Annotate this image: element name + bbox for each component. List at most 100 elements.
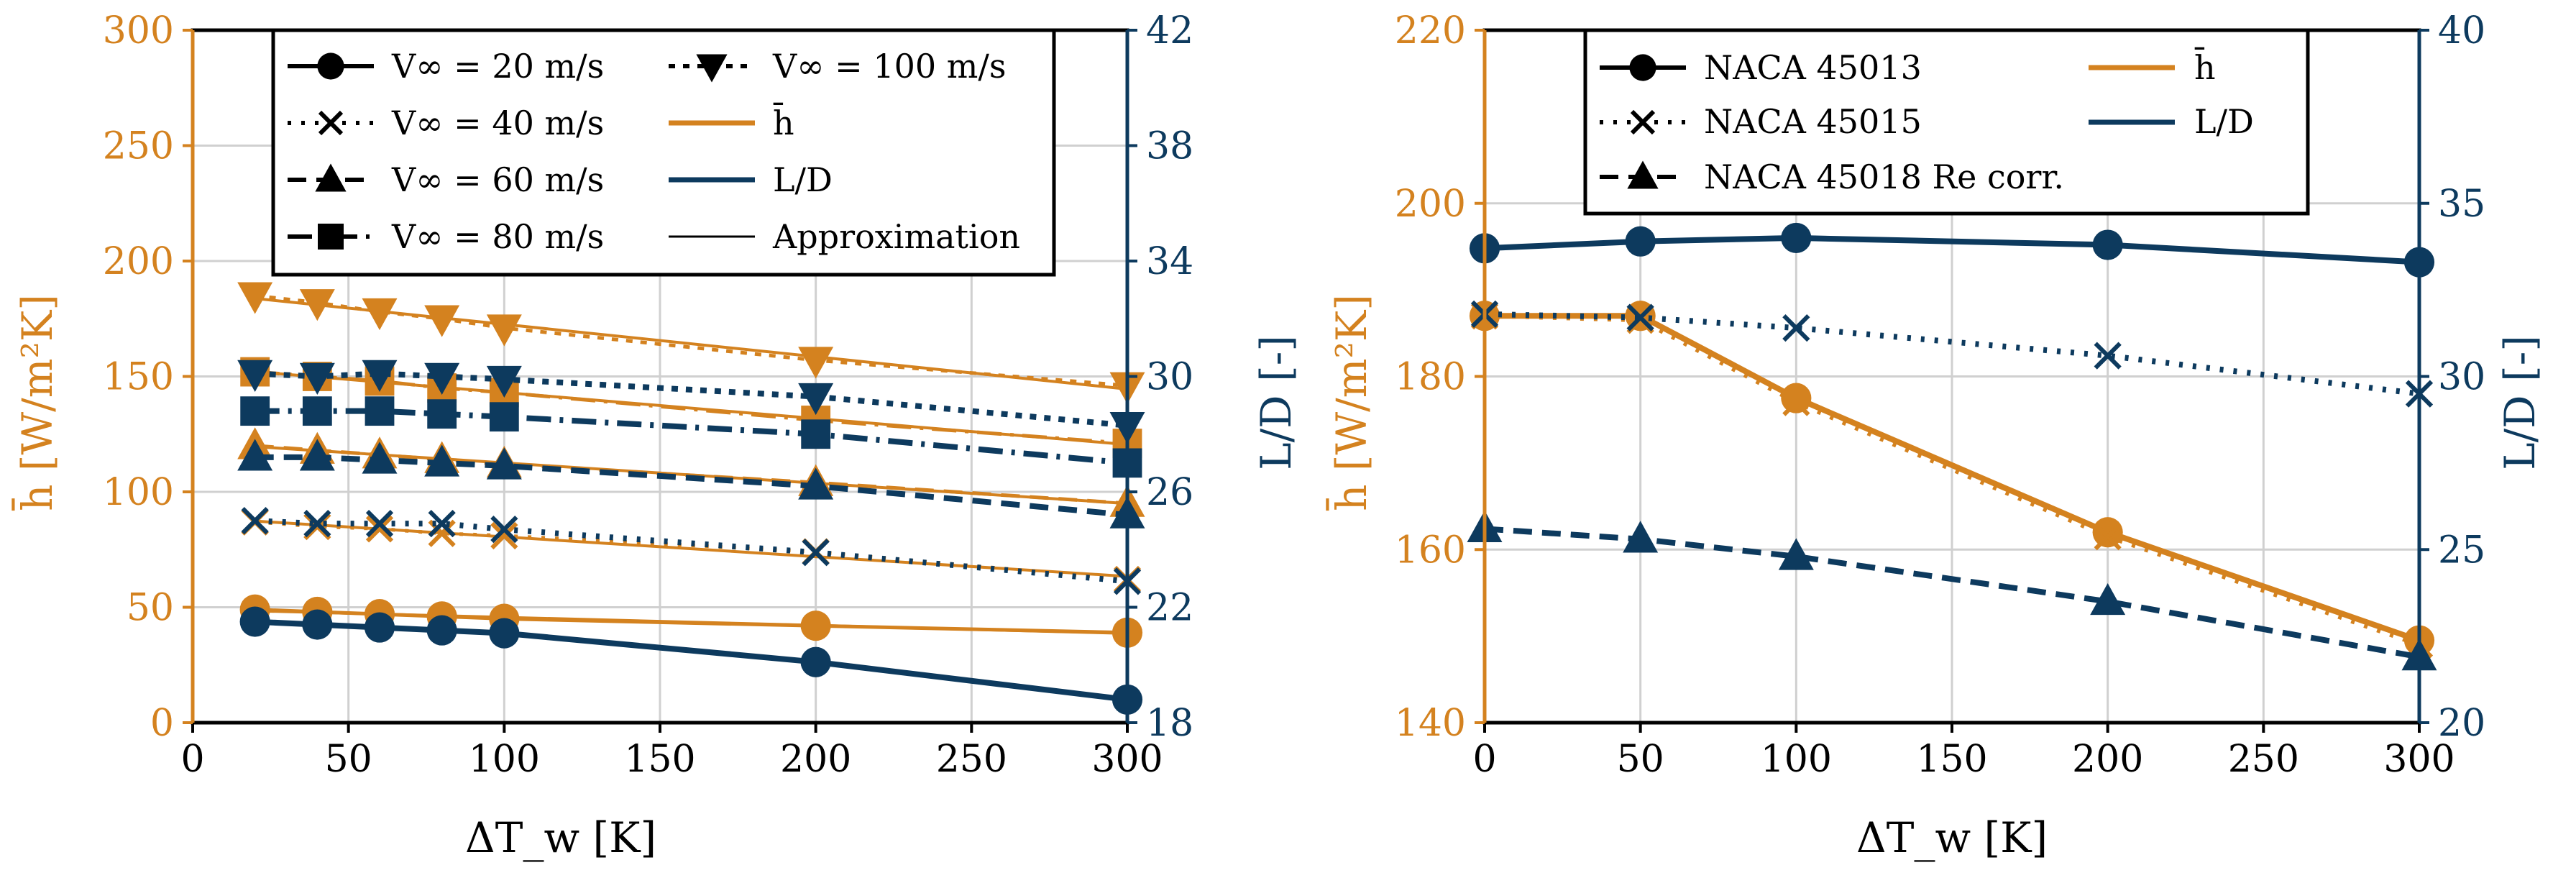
ld-data-point xyxy=(2090,582,2126,616)
y-left-tick-label: 220 xyxy=(1395,9,1466,52)
ld-data-point xyxy=(489,402,519,432)
ld-data-point xyxy=(490,516,518,544)
h-data-point xyxy=(800,611,831,641)
legend-naca45013: NACA 45013 xyxy=(1704,48,1922,87)
ld-data-point xyxy=(428,510,456,538)
x-tick-label: 150 xyxy=(624,738,695,781)
y-right-tick-label: 30 xyxy=(1146,356,1193,399)
ld-data-point xyxy=(798,383,834,416)
h-data-point xyxy=(2092,517,2123,548)
y-right-tick-label: 18 xyxy=(1146,702,1193,745)
ld-data-point xyxy=(302,396,332,426)
y-right-tick-label: 26 xyxy=(1146,471,1193,514)
ld-data-point xyxy=(237,439,273,471)
legend-marker-sample xyxy=(1630,109,1656,135)
left-y-right-axis-label: L/D [-] xyxy=(1252,335,1301,470)
legend-v60: V∞ = 60 m/s xyxy=(391,160,604,199)
ld-data-point xyxy=(364,612,395,643)
right-y-right-axis-label: L/D [-] xyxy=(2495,335,2544,470)
ld-data-point xyxy=(362,442,398,474)
y-right-tick-label: 25 xyxy=(2438,529,2485,572)
right-y-left-axis-label: h̄ [W/m²K] xyxy=(1325,294,1376,511)
ld-data-point xyxy=(486,447,522,480)
ld-data-point xyxy=(302,609,333,640)
ld-data-point xyxy=(486,365,522,398)
y-left-tick-label: 50 xyxy=(127,587,174,630)
h-data-point xyxy=(1781,383,1812,413)
ld-data-point xyxy=(2094,342,2122,370)
x-tick-label: 200 xyxy=(780,738,851,781)
left-legend: V∞ = 20 m/s V∞ = 40 m/s V∞ = 60 m/s V∞ =… xyxy=(271,28,1056,277)
y-right-tick-label: 35 xyxy=(2438,183,2485,226)
legend-v20: V∞ = 20 m/s xyxy=(391,47,604,86)
h-approximation-line xyxy=(255,519,1128,578)
legend-marker-sample xyxy=(1627,160,1659,189)
y-left-tick-label: 150 xyxy=(103,356,174,399)
ld-data-point xyxy=(2092,229,2123,260)
ld-data-point xyxy=(1625,226,1656,257)
ld-data-point xyxy=(424,444,460,477)
left-y-left-axis-label: h̄ [W/m²K] xyxy=(11,294,62,511)
x-tick-label: 250 xyxy=(2228,738,2299,781)
y-left-tick-label: 140 xyxy=(1395,702,1466,745)
legend-approx: Approximation xyxy=(772,217,1020,256)
ld-data-point xyxy=(1782,314,1810,342)
y-left-tick-label: 200 xyxy=(1395,183,1466,226)
h-data-point xyxy=(1782,388,1810,416)
y-right-tick-label: 34 xyxy=(1146,240,1193,283)
ld-data-point xyxy=(303,510,331,538)
ld-data-point xyxy=(1623,521,1659,553)
legend-right-ld: L/D xyxy=(2194,102,2254,141)
x-tick-label: 0 xyxy=(180,738,204,781)
legend-h: h̄ xyxy=(773,101,794,142)
ld-data-point xyxy=(426,615,457,646)
right-legend-box xyxy=(1583,28,2310,216)
legend-marker-sample xyxy=(318,110,344,136)
legend-v100: V∞ = 100 m/s xyxy=(772,47,1006,86)
x-tick-label: 150 xyxy=(1916,738,1987,781)
legend-naca45015: NACA 45015 xyxy=(1704,102,1922,141)
y-left-tick-label: 250 xyxy=(103,125,174,168)
y-right-tick-label: 20 xyxy=(2438,702,2485,745)
y-right-tick-label: 42 xyxy=(1146,9,1193,52)
h-data-point xyxy=(424,305,460,337)
ld-data-point xyxy=(424,362,460,395)
y-right-tick-label: 38 xyxy=(1146,125,1193,168)
legend-naca45018: NACA 45018 Re corr. xyxy=(1704,157,2064,196)
h-data-point xyxy=(365,515,394,543)
legend-right-h: h̄ xyxy=(2194,46,2216,87)
x-tick-label: 300 xyxy=(2383,738,2454,781)
legend-marker-sample xyxy=(317,52,344,80)
h-data-point xyxy=(490,521,518,550)
x-tick-label: 100 xyxy=(1761,738,1832,781)
ld-data-point xyxy=(237,360,273,392)
y-left-tick-label: 0 xyxy=(150,702,174,745)
ld-data-point xyxy=(801,419,831,449)
right-x-axis-label: ΔT_w [K] xyxy=(1856,813,2048,862)
left-legend-box xyxy=(271,28,1056,277)
y-left-tick-label: 300 xyxy=(103,9,174,52)
x-tick-label: 0 xyxy=(1472,738,1496,781)
h-data-point xyxy=(486,314,522,347)
y-left-tick-label: 160 xyxy=(1395,529,1466,572)
y-left-tick-label: 180 xyxy=(1395,356,1466,399)
ld-data-point xyxy=(427,399,457,429)
h-data-point xyxy=(299,289,335,321)
legend-marker-sample xyxy=(315,163,347,192)
ld-data-point xyxy=(299,439,335,471)
h-data-point xyxy=(362,298,398,331)
x-tick-label: 200 xyxy=(2072,738,2143,781)
ld-data-point xyxy=(798,467,834,500)
x-tick-label: 50 xyxy=(1617,738,1664,781)
ld-data-point xyxy=(800,646,831,677)
ld-data-point xyxy=(362,360,398,392)
legend-v40: V∞ = 40 m/s xyxy=(391,104,604,142)
ld-data-point xyxy=(240,396,270,426)
ld-data-point xyxy=(802,539,830,567)
legend-ld: L/D xyxy=(773,160,833,199)
ld-data-point xyxy=(299,362,335,395)
legend-marker-sample xyxy=(318,224,344,250)
x-tick-label: 100 xyxy=(469,738,540,781)
y-right-tick-label: 40 xyxy=(2438,9,2485,52)
